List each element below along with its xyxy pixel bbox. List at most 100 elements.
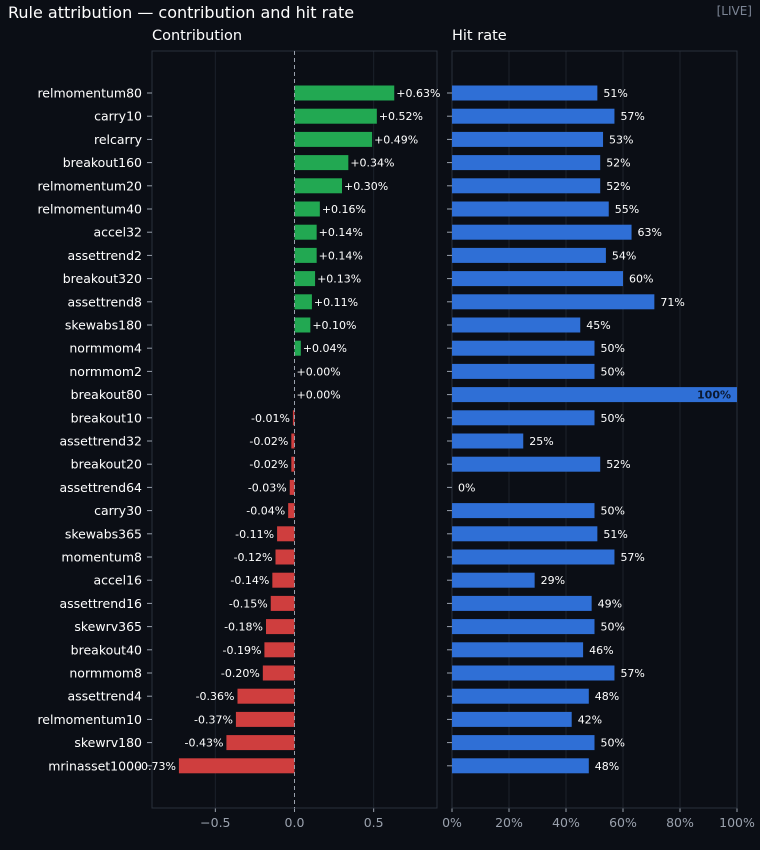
- contribution-bar: [294, 108, 377, 124]
- contribution-value-label: -0.37%: [194, 713, 233, 726]
- contribution-bar: [291, 456, 295, 472]
- contribution-bar: [277, 526, 295, 542]
- hitrate-x-tick-label: 100%: [719, 815, 755, 830]
- hitrate-bar: [452, 131, 604, 147]
- hitrate-bar: [452, 410, 595, 426]
- contribution-value-label: +0.49%: [374, 133, 418, 146]
- hitrate-value-label: 0%: [458, 481, 475, 494]
- hitrate-value-label: 46%: [589, 644, 613, 657]
- contribution-bar: [275, 549, 295, 565]
- rule-label: accel16: [94, 573, 143, 588]
- contribution-value-label: -0.36%: [196, 690, 235, 703]
- hitrate-x-tick-label: 60%: [609, 815, 637, 830]
- hitrate-bar: [452, 387, 737, 403]
- rule-label: breakout40: [71, 642, 142, 657]
- contribution-value-label: -0.43%: [184, 737, 223, 750]
- contribution-x-tick-label: 0.0: [285, 815, 305, 830]
- hitrate-bar: [452, 247, 606, 263]
- contribution-bar: [294, 131, 373, 147]
- rule-label: skewabs365: [65, 526, 142, 541]
- contribution-bar: [294, 247, 317, 263]
- live-status-badge: [LIVE]: [716, 4, 752, 18]
- hitrate-value-label: 60%: [629, 273, 653, 286]
- hitrate-bar: [452, 456, 601, 472]
- contribution-value-label: +0.14%: [319, 249, 363, 262]
- hitrate-value-label: 48%: [595, 760, 619, 773]
- contribution-bar: [294, 294, 312, 310]
- hitrate-value-label: 53%: [609, 133, 633, 146]
- hitrate-value-label: 42%: [578, 713, 602, 726]
- contribution-bar: [272, 572, 295, 588]
- hitrate-x-tick-label: 20%: [495, 815, 523, 830]
- contribution-value-label: -0.14%: [230, 574, 269, 587]
- hitrate-value-label: 52%: [606, 180, 630, 193]
- contribution-value-label: +0.16%: [322, 203, 366, 216]
- hitrate-bar: [452, 178, 601, 194]
- contribution-value-label: -0.12%: [234, 551, 273, 564]
- hitrate-bar: [452, 758, 589, 774]
- contribution-value-label: +0.04%: [303, 342, 347, 355]
- hitrate-bar: [452, 619, 595, 635]
- rule-label: momentum8: [61, 550, 142, 565]
- contribution-x-tick-label: −0.5: [200, 815, 230, 830]
- rule-label: breakout10: [71, 410, 142, 425]
- contribution-value-label: +0.34%: [350, 157, 394, 170]
- contribution-value-label: +0.00%: [297, 365, 341, 378]
- rule-label: assettrend2: [67, 248, 142, 263]
- hitrate-bar: [452, 595, 592, 611]
- rule-label: carry10: [94, 109, 142, 124]
- contribution-value-label: +0.13%: [317, 273, 361, 286]
- hitrate-bar: [452, 85, 598, 101]
- hitrate-bar: [452, 363, 595, 379]
- rule-label: normmom2: [69, 364, 142, 379]
- contribution-value-label: -0.03%: [248, 481, 287, 494]
- hitrate-x-tick-label: 80%: [666, 815, 694, 830]
- contribution-bar: [237, 688, 295, 704]
- rule-label: accel32: [94, 225, 142, 240]
- hitrate-bar: [452, 711, 572, 727]
- hitrate-bar: [452, 503, 595, 519]
- rule-label: relcarry: [94, 132, 143, 147]
- hitrate-bar: [452, 294, 655, 310]
- hitrate-bar: [452, 340, 595, 356]
- page-title: Rule attribution — contribution and hit …: [8, 3, 355, 22]
- rule-label: skewrv180: [74, 735, 142, 750]
- rule-label: relmomentum20: [37, 178, 142, 193]
- hitrate-bar: [452, 317, 581, 333]
- contribution-bar: [292, 410, 295, 426]
- hitrate-value-label: 50%: [601, 505, 625, 518]
- rule-label: normmom4: [69, 341, 142, 356]
- hitrate-value-label: 50%: [601, 365, 625, 378]
- hitrate-bar: [452, 665, 615, 681]
- hitrate-chart-title: Hit rate: [452, 28, 507, 44]
- hitrate-value-label: 50%: [601, 412, 625, 425]
- hitrate-value-label: 50%: [601, 737, 625, 750]
- rule-label: skewabs180: [65, 318, 142, 333]
- hitrate-bar: [452, 526, 598, 542]
- rule-label: normmom8: [69, 666, 142, 681]
- rule-label: assettrend4: [67, 689, 142, 704]
- hitrate-bar: [452, 433, 524, 449]
- rule-label: carry30: [94, 503, 142, 518]
- contribution-value-label: -0.11%: [235, 528, 274, 541]
- rule-label: relmomentum40: [37, 202, 142, 217]
- rule-label: breakout160: [63, 155, 142, 170]
- rule-label: breakout320: [63, 271, 142, 286]
- hitrate-value-label: 57%: [620, 551, 644, 564]
- contribution-value-label: +0.11%: [314, 296, 358, 309]
- rule-label: assettrend8: [67, 294, 142, 309]
- hitrate-value-label: 57%: [620, 667, 644, 680]
- hitrate-value-label: 100%: [697, 389, 731, 402]
- hitrate-value-label: 45%: [586, 319, 610, 332]
- contribution-value-label: -0.19%: [222, 644, 261, 657]
- hitrate-bar: [452, 688, 589, 704]
- hitrate-value-label: 50%: [601, 621, 625, 634]
- rule-label: breakout20: [71, 457, 142, 472]
- hitrate-value-label: 29%: [541, 574, 565, 587]
- hitrate-bar: [452, 201, 609, 217]
- hitrate-plot-frame: [451, 50, 738, 809]
- hitrate-bar: [452, 224, 632, 240]
- contribution-value-label: +0.52%: [379, 110, 423, 123]
- contribution-value-label: -0.02%: [249, 435, 288, 448]
